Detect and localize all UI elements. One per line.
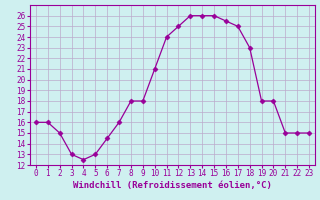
X-axis label: Windchill (Refroidissement éolien,°C): Windchill (Refroidissement éolien,°C) [73,181,272,190]
